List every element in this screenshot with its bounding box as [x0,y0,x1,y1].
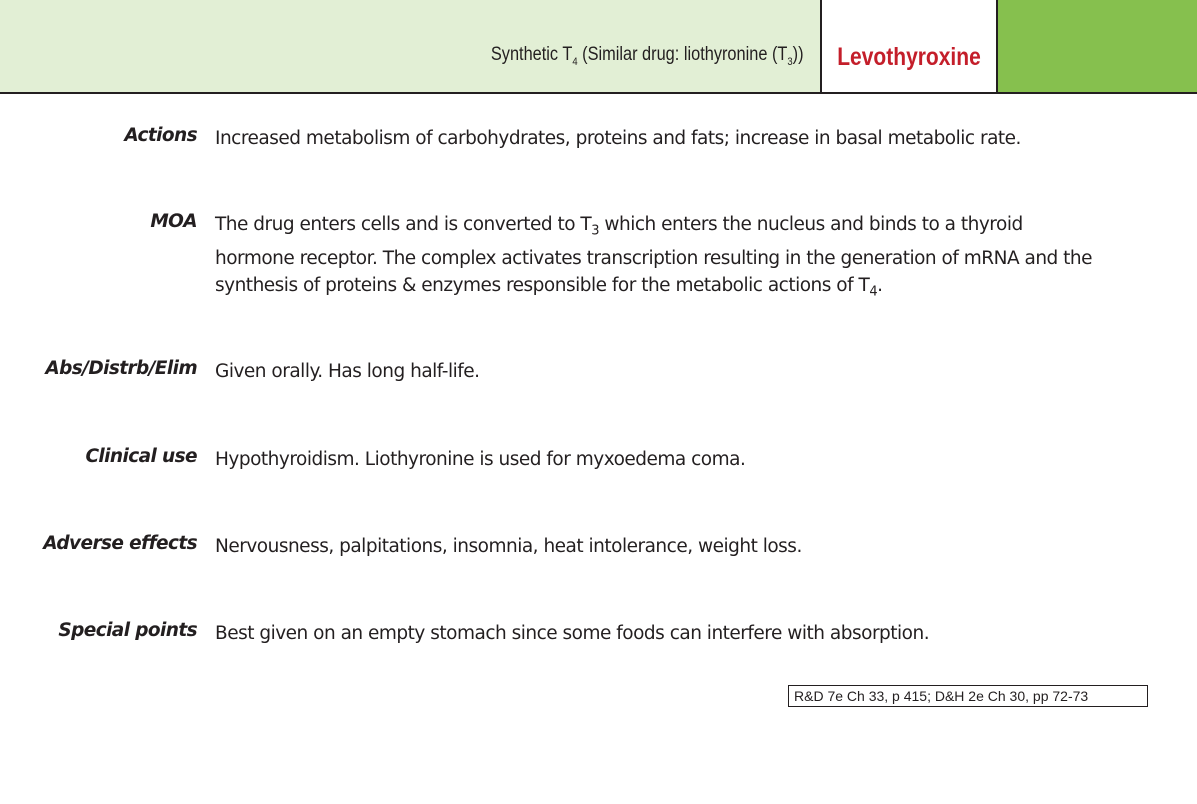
subtitle-subscript: 3 [787,55,794,68]
adverse-label: Adverse effects [43,533,197,554]
adverse-text: Nervousness, palpitations, insomnia, hea… [215,536,802,557]
moa-label: MOA [150,211,197,232]
section-tab [998,0,1197,92]
clinical-label: Clinical use [85,446,197,467]
drug-name-box: Levothyroxine [820,0,998,92]
moa-subscript: 4 [869,284,878,300]
actions-label: Actions [124,125,197,146]
reference-box: R&D 7e Ch 33, p 415; D&H 2e Ch 30, pp 72… [788,685,1148,707]
header-divider [0,92,1197,94]
drug-subtitle: Synthetic T4 (Similar drug: liothyronine… [491,44,804,68]
drug-name: Levothyroxine [837,43,981,71]
subtitle-text: (Similar drug: liothyronine (T [578,44,788,65]
subtitle-text: Synthetic T [491,44,573,65]
special-label: Special points [58,620,197,641]
moa-text-part: which enters the nucleus and binds to a … [215,214,1093,296]
moa-text-part: The drug enters cells and is converted t… [215,214,592,235]
moa-subscript: 3 [591,223,599,239]
clinical-text: Hypothyroidism. Liothyronine is used for… [215,449,746,470]
abs-text: Given orally. Has long half-life. [215,361,480,382]
subtitle-subscript: 4 [572,55,579,68]
actions-text: Increased metabolism of carbohydrates, p… [215,128,1021,149]
moa-text: The drug enters cells and is converted t… [215,211,1095,305]
abs-label: Abs/Distrb/Elim [45,358,197,379]
subtitle-text: )) [793,44,804,65]
moa-text-part: . [877,274,883,296]
special-text: Best given on an empty stomach since som… [215,623,930,644]
